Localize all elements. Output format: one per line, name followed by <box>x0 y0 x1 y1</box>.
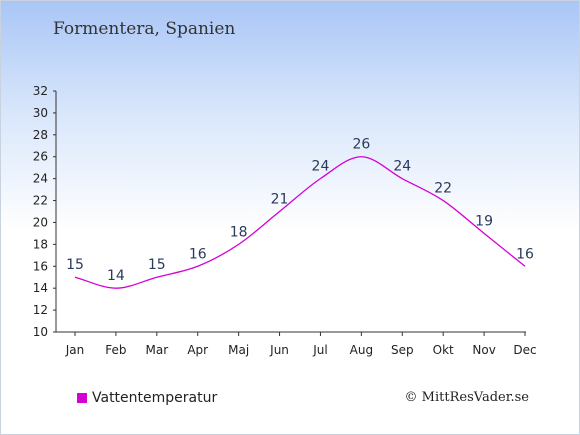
x-tick-label: Maj <box>228 343 249 357</box>
data-labels: 15 14 15 16 18 21 24 26 24 22 19 16 <box>66 137 534 284</box>
data-label: 26 <box>352 137 370 153</box>
x-tick-label: Feb <box>105 343 126 357</box>
data-label: 16 <box>189 246 207 262</box>
y-tick-label: 10 <box>33 325 48 339</box>
data-label: 24 <box>312 159 330 175</box>
data-label: 22 <box>434 181 452 197</box>
x-tick-label: Okt <box>433 343 454 357</box>
x-tick-label: Dec <box>513 343 536 357</box>
x-tick-label: Mar <box>145 343 168 357</box>
x-tick-label: Apr <box>187 343 208 357</box>
x-tick-label: Jun <box>269 343 289 357</box>
y-tick-label: 30 <box>33 106 48 120</box>
y-tick-label: 20 <box>33 215 48 229</box>
x-tick-label: Jul <box>312 343 327 357</box>
y-tick-label: 22 <box>33 194 48 208</box>
legend-label: Vattentemperatur <box>92 390 218 406</box>
data-point <box>237 243 240 246</box>
data-point <box>319 177 322 180</box>
data-point <box>196 265 199 268</box>
legend-swatch <box>77 393 87 403</box>
chart-axes: 10 12 14 16 18 20 22 24 26 28 30 32 Jan Feb Mar Apr Maj J… <box>33 84 537 357</box>
y-tick-label: 12 <box>33 303 48 317</box>
data-point <box>114 287 117 290</box>
data-label: 19 <box>475 213 493 229</box>
data-label: 15 <box>148 257 166 273</box>
y-tick-label: 24 <box>33 172 48 186</box>
data-label: 16 <box>516 246 534 262</box>
y-tick-label: 32 <box>33 84 48 98</box>
data-label: 14 <box>107 268 125 284</box>
data-point <box>401 177 404 180</box>
data-label: 15 <box>66 257 84 273</box>
data-label: 18 <box>230 224 248 240</box>
y-tick-label: 18 <box>33 237 48 251</box>
y-tick-label: 16 <box>33 259 48 273</box>
y-tick-label: 26 <box>33 150 48 164</box>
data-point <box>155 276 158 279</box>
data-label: 21 <box>271 192 289 208</box>
data-label: 24 <box>393 159 411 175</box>
series-line-vattentemperatur <box>74 156 526 289</box>
x-tick-label: Nov <box>472 343 495 357</box>
legend: Vattentemperatur <box>77 390 217 406</box>
data-point <box>524 265 527 268</box>
y-tick-label: 14 <box>33 281 48 295</box>
x-tick-label: Sep <box>391 343 414 357</box>
series-layer <box>74 155 527 290</box>
data-point <box>74 276 77 279</box>
data-point <box>278 210 281 213</box>
chart-title: Formentera, Spanien <box>53 19 236 39</box>
data-point <box>442 199 445 202</box>
credit-text: © MittResVader.se <box>404 390 529 405</box>
x-tick-label: Aug <box>350 343 373 357</box>
data-point <box>360 155 363 158</box>
y-tick-label: 28 <box>33 128 48 142</box>
data-point <box>483 232 486 235</box>
x-tick-label: Jan <box>65 343 85 357</box>
